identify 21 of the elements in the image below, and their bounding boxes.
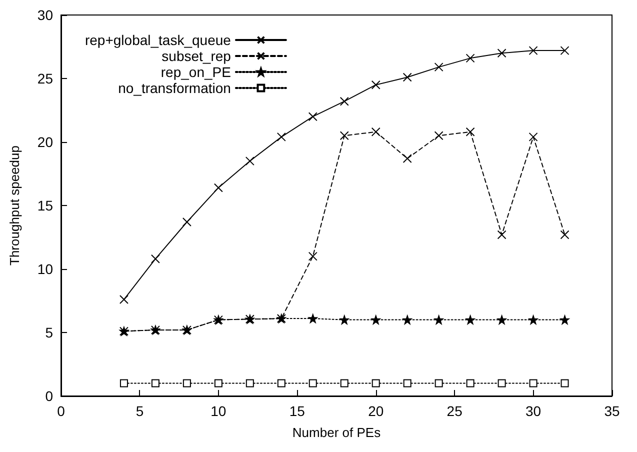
y-tick-label: 20	[37, 134, 54, 150]
x-tick-label: 30	[525, 403, 542, 419]
x-tick-label: 5	[136, 403, 144, 419]
y-tick-label: 10	[37, 261, 54, 277]
legend-label: rep_on_PE	[160, 64, 231, 80]
x-tick-label: 20	[368, 403, 384, 419]
x-axis-title: Number of PEs	[292, 425, 382, 440]
legend-label: rep+global_task_queue	[84, 32, 232, 48]
x-tick-label: 10	[210, 403, 226, 419]
legend-label: subset_rep	[162, 48, 232, 64]
legend-label: no_transformation	[118, 80, 231, 96]
x-tick-label: 25	[446, 403, 463, 419]
y-tick-label: 25	[37, 70, 54, 86]
y-tick-label: 0	[45, 388, 54, 404]
y-tick-label: 15	[37, 198, 54, 214]
x-tick-label: 35	[604, 403, 620, 419]
y-axis-title: Throughput speedup	[7, 146, 22, 266]
x-tick-label: 15	[289, 403, 306, 419]
x-tick-label: 0	[57, 403, 66, 419]
y-tick-label: 5	[45, 324, 54, 340]
y-tick-label: 30	[37, 7, 54, 23]
